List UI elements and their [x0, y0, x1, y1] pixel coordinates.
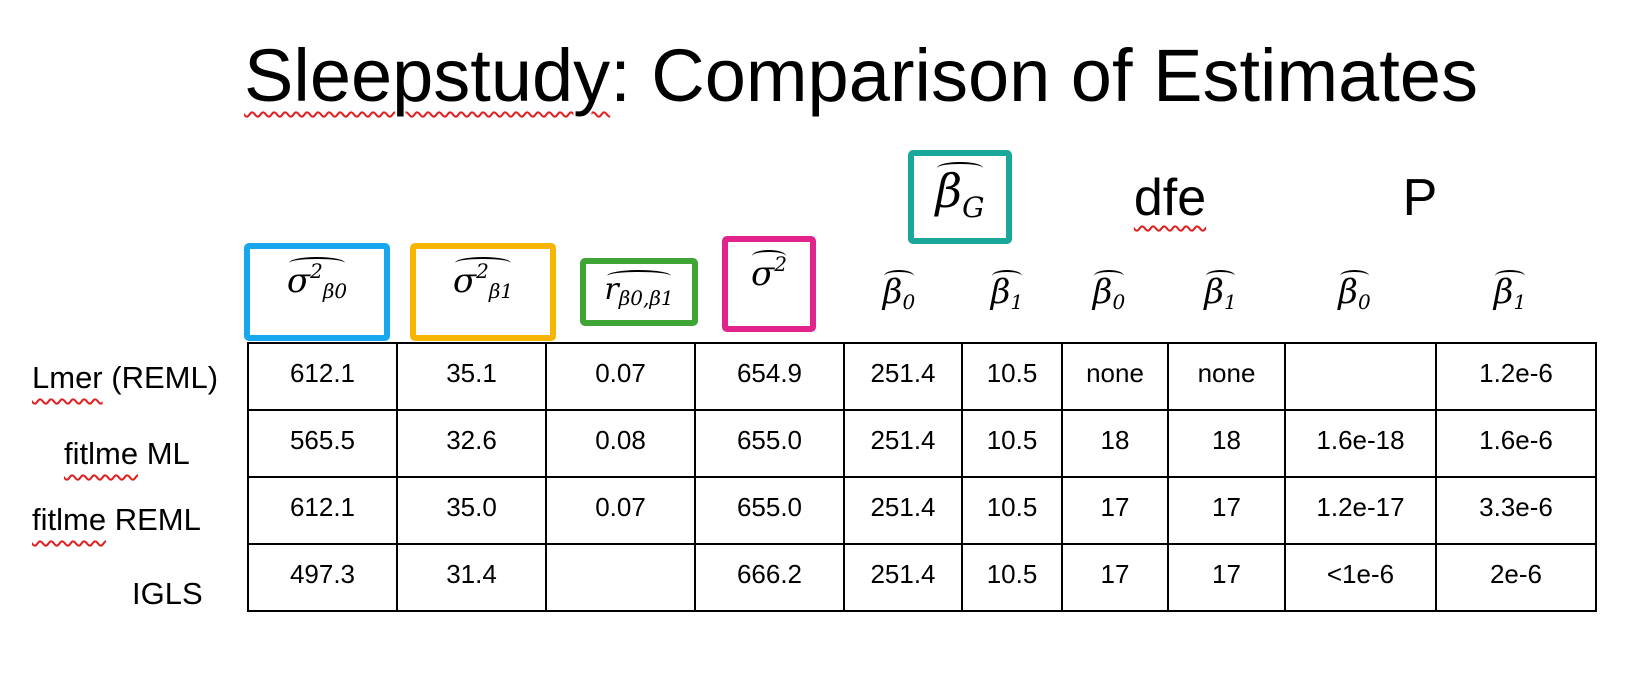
table-cell: 32.6: [396, 409, 547, 478]
table-cell: 251.4: [843, 476, 963, 545]
table-cell: 10.5: [961, 543, 1063, 612]
table-cell: 10.5: [961, 476, 1063, 545]
table-cell: 18: [1167, 409, 1286, 478]
table-cell: 565.5: [247, 409, 398, 478]
table-cell: 1.2e-6: [1435, 342, 1597, 411]
table-cell: 1.2e-17: [1284, 476, 1437, 545]
header-beta0-dfe: β0: [1092, 270, 1126, 314]
table-cell: 0.08: [545, 409, 696, 478]
page-title: Sleepstudy: Comparison of Estimates: [0, 28, 1640, 124]
table-cell: <1e-6: [1284, 543, 1437, 612]
table-cell: 10.5: [961, 342, 1063, 411]
table-cell: [545, 543, 696, 612]
table-cell: 251.4: [843, 543, 963, 612]
header-beta0-estimate: β0: [882, 270, 916, 314]
table-cell: [1284, 342, 1437, 411]
table-cell: 654.9: [694, 342, 845, 411]
row-label-lmer-reml: Lmer (REML): [32, 360, 219, 395]
table-cell: 17: [1167, 543, 1286, 612]
table-cell: 35.1: [396, 342, 547, 411]
table-cell: 31.4: [396, 543, 547, 612]
table-row: 497.3 31.4 666.2 251.4 10.5 17 17 <1e-6 …: [247, 543, 1597, 612]
table-cell: 655.0: [694, 476, 845, 545]
table-row: 612.1 35.1 0.07 654.9 251.4 10.5 none no…: [247, 342, 1597, 411]
table-row: 565.5 32.6 0.08 655.0 251.4 10.5 18 18 1…: [247, 409, 1597, 478]
table-cell: 17: [1061, 476, 1169, 545]
table-cell: 2e-6: [1435, 543, 1597, 612]
group-p: P: [1402, 169, 1438, 227]
table-cell: none: [1061, 342, 1169, 411]
table-cell: 1.6e-18: [1284, 409, 1437, 478]
table-cell: 251.4: [843, 409, 963, 478]
row-label-fitlme-ml: fitlme ML: [64, 436, 190, 471]
table-cell: 35.0: [396, 476, 547, 545]
table-row: 612.1 35.0 0.07 655.0 251.4 10.5 17 17 1…: [247, 476, 1597, 545]
header-beta1-dfe: β1: [1204, 270, 1237, 314]
title-rest: : Comparison of Estimates: [610, 34, 1478, 117]
header-beta1-estimate: β1: [990, 270, 1024, 314]
header-sigma2: σ2: [722, 236, 816, 332]
title-prefix: Sleepstudy: [244, 34, 611, 117]
table-cell: 612.1: [247, 342, 398, 411]
row-label-fitlme-reml: fitlme REML: [32, 502, 201, 537]
table-cell: 0.07: [545, 476, 696, 545]
group-dfe: dfe: [1133, 169, 1207, 227]
table-cell: 17: [1167, 476, 1286, 545]
table-cell: 10.5: [961, 409, 1063, 478]
table-cell: 666.2: [694, 543, 845, 612]
header-beta1-p: β1: [1493, 270, 1527, 314]
row-label-igls: IGLS: [132, 576, 203, 611]
beta-g-box: βG: [908, 150, 1012, 244]
table-cell: 497.3: [247, 543, 398, 612]
estimates-table: 612.1 35.1 0.07 654.9 251.4 10.5 none no…: [247, 342, 1597, 612]
table-cell: 251.4: [843, 342, 963, 411]
header-beta0-p: β0: [1338, 270, 1371, 314]
table-cell: 0.07: [545, 342, 696, 411]
table-cell: 18: [1061, 409, 1169, 478]
header-sigma2-beta0: σ2β0: [244, 243, 390, 341]
table-cell: 17: [1061, 543, 1169, 612]
header-r-beta0-beta1: rβ0,β1: [580, 258, 698, 326]
table-cell: 655.0: [694, 409, 845, 478]
header-sigma2-beta1: σ2β1: [410, 243, 556, 341]
table-cell: none: [1167, 342, 1286, 411]
table-cell: 3.3e-6: [1435, 476, 1597, 545]
table-cell: 1.6e-6: [1435, 409, 1597, 478]
table-cell: 612.1: [247, 476, 398, 545]
beta-g-symbol: βG: [935, 162, 985, 224]
